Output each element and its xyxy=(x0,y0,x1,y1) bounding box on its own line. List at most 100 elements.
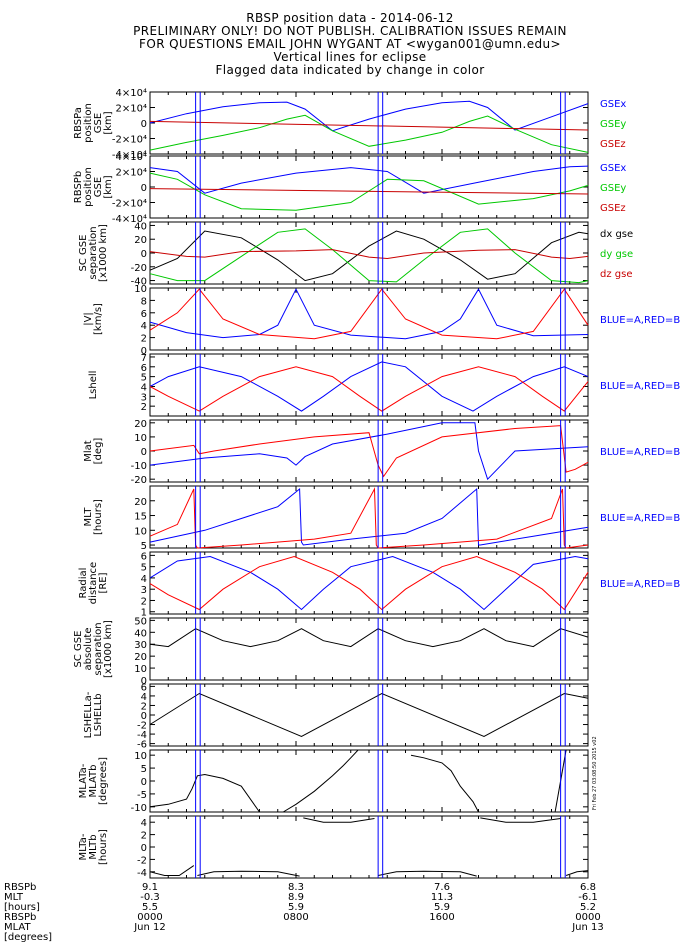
y-axis-label: absolute xyxy=(83,628,94,671)
title-line-4: Vertical lines for eclipse xyxy=(273,50,427,64)
y-tick-label: 6 xyxy=(141,551,147,562)
legend-entry: GSEx xyxy=(600,163,626,174)
bottom-value: 1600 xyxy=(429,912,455,923)
y-tick-label: 5 xyxy=(141,373,147,384)
y-axis-label: [hours] xyxy=(98,829,109,865)
legend-entry: BLUE=A,RED=B xyxy=(600,381,680,392)
series-line xyxy=(149,628,589,648)
y-axis-label: GSE xyxy=(93,113,104,133)
y-tick-label: -4 xyxy=(137,868,147,879)
bottom-value: 5.2 xyxy=(580,902,596,913)
y-tick-label: 2 xyxy=(141,701,147,712)
y-axis-label: MLATa- xyxy=(78,763,89,798)
y-tick-label: 15 xyxy=(134,512,147,523)
bottom-value: 0800 xyxy=(283,912,309,923)
y-tick-label: 30 xyxy=(134,640,147,651)
y-axis-label: MLT xyxy=(83,507,94,527)
y-axis-label: GSE xyxy=(93,177,104,197)
series-line xyxy=(378,870,477,877)
series-line xyxy=(197,870,300,877)
series-line xyxy=(149,188,589,195)
bottom-row-label: MLT xyxy=(4,892,23,903)
y-axis-label: LSHELLb xyxy=(93,693,104,736)
y-tick-label: 0 xyxy=(141,346,147,357)
y-axis-label: [km/s] xyxy=(93,303,104,335)
y-tick-label: 0 xyxy=(141,711,147,722)
title-line-1: RBSP position data - 2014-06-12 xyxy=(246,11,454,25)
y-tick-label: 4 xyxy=(141,574,147,585)
y-axis-label: LSHELLa- xyxy=(83,691,94,738)
y-tick-label: 5 xyxy=(141,764,147,775)
bottom-value: 9.1 xyxy=(142,882,158,893)
y-tick-label: -4×10⁴ xyxy=(112,150,147,161)
y-tick-label: 4 xyxy=(141,692,147,703)
y-tick-label: 20 xyxy=(134,419,147,430)
series-line xyxy=(149,425,589,478)
y-axis-label: Radial xyxy=(78,568,89,599)
y-axis-label: separation xyxy=(93,622,104,675)
y-tick-label: 10 xyxy=(134,284,147,295)
y-tick-label: -2 xyxy=(137,721,147,732)
y-tick-label: -20 xyxy=(131,263,147,274)
bottom-row-label: [hours] xyxy=(4,902,40,913)
y-axis-label: position xyxy=(83,103,94,143)
y-tick-label: 5 xyxy=(141,541,147,552)
y-tick-label: 6 xyxy=(141,363,147,374)
y-tick-label: 4 xyxy=(141,818,147,829)
y-axis-label: distance xyxy=(88,562,99,604)
bottom-value: 8.3 xyxy=(288,882,304,893)
legend-entry: GSEy xyxy=(600,183,626,194)
y-axis-label: [degrees] xyxy=(98,757,109,805)
y-tick-label: 3 xyxy=(141,585,147,596)
y-tick-label: 7 xyxy=(141,353,147,364)
y-axis-label: MLTb xyxy=(88,834,99,859)
panel-frame xyxy=(149,749,589,813)
bottom-value: 5.9 xyxy=(434,902,450,913)
bottom-row-label: MLAT xyxy=(4,922,31,933)
y-axis-label: |V| xyxy=(83,312,94,326)
y-tick-label: 40 xyxy=(134,628,147,639)
panel-frame xyxy=(149,155,589,219)
legend-entry: dz gse xyxy=(600,269,633,280)
legend-entry: BLUE=A,RED=B xyxy=(600,579,680,590)
series-line xyxy=(149,487,589,549)
bottom-value: 8.9 xyxy=(288,892,304,903)
series-line xyxy=(149,288,589,340)
panel-frame xyxy=(149,353,589,417)
y-tick-label: -2×10⁴ xyxy=(112,199,147,210)
series-line xyxy=(149,249,589,260)
y-axis-label: [x1000 km] xyxy=(98,224,109,282)
title-line-3: FOR QUESTIONS EMAIL JOHN WYGANT AT <wyga… xyxy=(139,37,561,51)
y-tick-label: 0 xyxy=(141,777,147,788)
y-axis-label: Mlat xyxy=(83,440,94,462)
bottom-value: Jun 12 xyxy=(134,922,166,933)
series-line xyxy=(149,422,589,481)
legend-entry: BLUE=A,RED=B xyxy=(600,447,680,458)
series-line xyxy=(149,361,589,412)
y-axis-label: [hours] xyxy=(93,499,104,535)
y-tick-label: 4×10⁴ xyxy=(116,152,147,163)
y-tick-label: -2×10⁴ xyxy=(112,135,147,146)
legend-entry: GSEz xyxy=(600,139,626,150)
y-tick-label: 2 xyxy=(141,831,147,842)
bottom-value: 7.6 xyxy=(434,882,450,893)
y-tick-label: 5 xyxy=(141,563,147,574)
y-tick-label: 2 xyxy=(141,334,147,345)
bottom-value: 5.5 xyxy=(142,902,158,913)
y-tick-label: -2 xyxy=(137,855,147,866)
y-tick-label: 2×10⁴ xyxy=(116,168,147,179)
y-tick-label: 20 xyxy=(134,235,147,246)
y-tick-label: 2×10⁴ xyxy=(116,104,147,115)
y-tick-label: 6 xyxy=(141,309,147,320)
y-axis-label: [km] xyxy=(103,175,114,198)
bottom-row-label: RBSPb xyxy=(4,912,37,923)
y-tick-label: 3 xyxy=(141,392,147,403)
y-tick-label: 4 xyxy=(141,382,147,393)
bottom-value: 11.3 xyxy=(430,892,454,903)
y-tick-label: 40 xyxy=(134,221,147,232)
y-tick-label: 6 xyxy=(141,682,147,693)
series-line xyxy=(149,692,589,738)
y-tick-label: -6 xyxy=(137,740,147,751)
panel-frame xyxy=(149,221,589,285)
